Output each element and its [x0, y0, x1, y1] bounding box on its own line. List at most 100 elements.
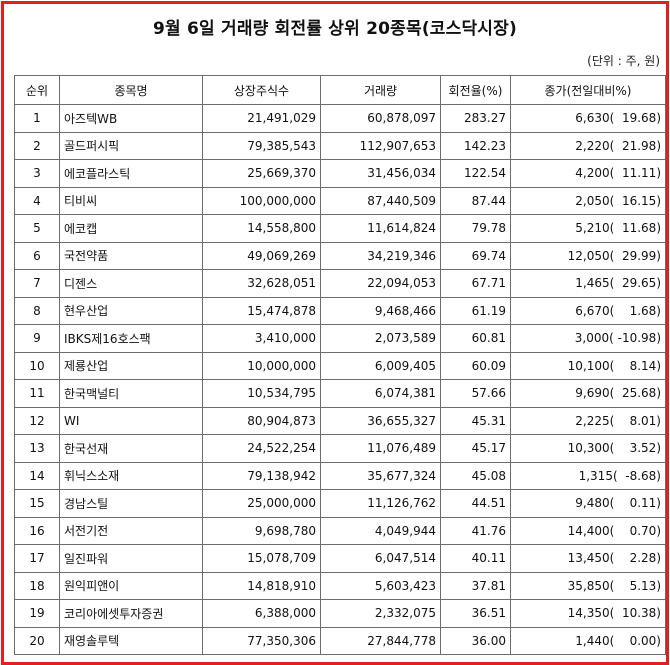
table-row: 18 원익피앤이 14,818,910 5,603,423 37.81 35,850( 5… [14, 571, 666, 600]
volume-cell: 11,076,489 [320, 434, 441, 463]
table-row: 5 에코캡 14,558,800 11,614,824 79.78 5,210( 11.6… [14, 214, 666, 243]
turnover-cell: 122.54 [440, 159, 511, 188]
volume-cell: 27,844,778 [320, 626, 441, 655]
rank-cell: 11 [14, 379, 60, 408]
rank-cell: 2 [14, 131, 60, 160]
stock-name-cell: 현우산업 [59, 296, 203, 325]
stock-name-cell: WI [59, 406, 203, 435]
table-row: 3 에코플라스틱 25,669,370 31,456,034 122.54 4,200( … [14, 159, 666, 188]
volume-cell: 6,047,514 [320, 544, 441, 573]
rank-cell: 18 [14, 571, 60, 600]
listed-shares-cell: 80,904,873 [202, 406, 321, 435]
stock-name-cell: 에코플라스틱 [59, 159, 203, 188]
table-row: 2 골드퍼시픽 79,385,543 112,907,653 142.23 2,220( … [14, 131, 666, 160]
turnover-cell: 45.17 [440, 434, 511, 463]
table-row: 14 휘닉스소재 79,138,942 35,677,324 45.08 1,315( -… [14, 461, 666, 490]
stock-name-cell: 디젠스 [59, 269, 203, 298]
volume-cell: 2,332,075 [320, 599, 441, 628]
volume-cell: 112,907,653 [320, 131, 441, 160]
rank-cell: 4 [14, 186, 60, 215]
listed-shares-cell: 49,069,269 [202, 241, 321, 270]
rank-cell: 5 [14, 214, 60, 243]
rank-cell: 12 [14, 406, 60, 435]
turnover-cell: 67.71 [440, 269, 511, 298]
volume-cell: 60,878,097 [320, 104, 441, 133]
turnover-cell: 45.31 [440, 406, 511, 435]
table-row: 19 코리아에셋투자증권 6,388,000 2,332,075 36.51 14,350… [14, 599, 666, 628]
stock-name-cell: 국전약품 [59, 241, 203, 270]
volume-cell: 35,677,324 [320, 461, 441, 490]
stock-name-cell: 한국선재 [59, 434, 203, 463]
table-row: 6 국전약품 49,069,269 34,219,346 69.74 12,050( 29… [14, 241, 666, 270]
rank-cell: 10 [14, 351, 60, 380]
turnover-cell: 45.08 [440, 461, 511, 490]
close-price-cell: 13,450( 2.28) [510, 544, 666, 573]
turnover-cell: 36.00 [440, 626, 511, 655]
close-price-cell: 2,220( 21.98) [510, 131, 666, 160]
stock-name-cell: 티비씨 [59, 186, 203, 215]
rank-cell: 13 [14, 434, 60, 463]
listed-shares-cell: 24,522,254 [202, 434, 321, 463]
rank-cell: 17 [14, 544, 60, 573]
listed-shares-cell: 14,818,910 [202, 571, 321, 600]
stock-name-cell: 일진파워 [59, 544, 203, 573]
close-price-cell: 9,690( 25.68) [510, 379, 666, 408]
stock-name-cell: 골드퍼시픽 [59, 131, 203, 160]
ranking-table: 순위 종목명 상장주식수 거래량 회전율(%) 종가(전일대비%) 1 아즈텍WB… [14, 75, 666, 655]
volume-cell: 36,655,327 [320, 406, 441, 435]
listed-shares-cell: 25,669,370 [202, 159, 321, 188]
volume-cell: 5,603,423 [320, 571, 441, 600]
stock-name-cell: 아즈텍WB [59, 104, 203, 133]
stock-name-cell: 서전기전 [59, 516, 203, 545]
table-row: 8 현우산업 15,474,878 9,468,466 61.19 6,670( 1.68… [14, 296, 666, 325]
close-price-cell: 1,440( 0.00) [510, 626, 666, 655]
table-row: 4 티비씨 100,000,000 87,440,509 87.44 2,050( 16.… [14, 186, 666, 215]
close-price-cell: 3,000( -10.98) [510, 324, 666, 353]
table-row: 15 경남스틸 25,000,000 11,126,762 44.51 9,480( 0.… [14, 489, 666, 518]
listed-shares-cell: 15,474,878 [202, 296, 321, 325]
header-rank: 순위 [14, 75, 60, 105]
close-price-cell: 10,100( 8.14) [510, 351, 666, 380]
stock-name-cell: 경남스틸 [59, 489, 203, 518]
rank-cell: 1 [14, 104, 60, 133]
unit-note: (단위 : 주, 원) [587, 54, 660, 68]
volume-cell: 11,614,824 [320, 214, 441, 243]
volume-cell: 22,094,053 [320, 269, 441, 298]
listed-shares-cell: 79,138,942 [202, 461, 321, 490]
turnover-cell: 36.51 [440, 599, 511, 628]
rank-cell: 14 [14, 461, 60, 490]
header-name: 종목명 [59, 75, 203, 105]
table-row: 13 한국선재 24,522,254 11,076,489 45.17 10,300( 3… [14, 434, 666, 463]
listed-shares-cell: 10,000,000 [202, 351, 321, 380]
close-price-cell: 12,050( 29.99) [510, 241, 666, 270]
close-price-cell: 35,850( 5.13) [510, 571, 666, 600]
volume-cell: 11,126,762 [320, 489, 441, 518]
listed-shares-cell: 21,491,029 [202, 104, 321, 133]
listed-shares-cell: 15,078,709 [202, 544, 321, 573]
close-price-cell: 4,200( 11.11) [510, 159, 666, 188]
volume-cell: 87,440,509 [320, 186, 441, 215]
rank-cell: 15 [14, 489, 60, 518]
stock-name-cell: 제룡산업 [59, 351, 203, 380]
listed-shares-cell: 100,000,000 [202, 186, 321, 215]
close-price-cell: 9,480( 0.11) [510, 489, 666, 518]
listed-shares-cell: 3,410,000 [202, 324, 321, 353]
table-row: 12 WI 80,904,873 36,655,327 45.31 2,225( 8.01… [14, 406, 666, 435]
listed-shares-cell: 10,534,795 [202, 379, 321, 408]
close-price-cell: 6,670( 1.68) [510, 296, 666, 325]
header-turnover: 회전율(%) [440, 75, 511, 105]
turnover-cell: 61.19 [440, 296, 511, 325]
close-price-cell: 1,465( 29.65) [510, 269, 666, 298]
close-price-cell: 10,300( 3.52) [510, 434, 666, 463]
turnover-cell: 69.74 [440, 241, 511, 270]
rank-cell: 9 [14, 324, 60, 353]
turnover-cell: 283.27 [440, 104, 511, 133]
stock-name-cell: 코리아에셋투자증권 [59, 599, 203, 628]
close-price-cell: 1,315( -8.68) [510, 461, 666, 490]
close-price-cell: 2,050( 16.15) [510, 186, 666, 215]
rank-cell: 6 [14, 241, 60, 270]
volume-cell: 6,009,405 [320, 351, 441, 380]
turnover-cell: 142.23 [440, 131, 511, 160]
listed-shares-cell: 77,350,306 [202, 626, 321, 655]
